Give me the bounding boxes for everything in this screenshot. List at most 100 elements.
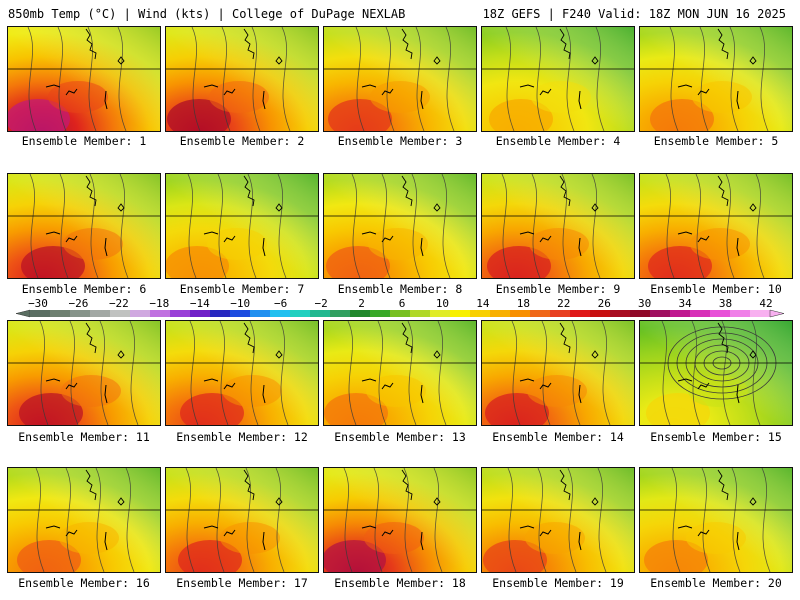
colorbar-swatch (190, 310, 211, 317)
colorbar-swatch (430, 310, 451, 317)
temperature-map (640, 321, 792, 425)
colorbar-swatch (530, 310, 551, 317)
ensemble-member-label: Ensemble Member: 8 (337, 282, 463, 296)
ensemble-member-label: Ensemble Member: 2 (179, 134, 305, 148)
colorbar-tick-label: 18 (517, 297, 530, 310)
colorbar-swatch (390, 310, 411, 317)
colorbar-swatch (730, 310, 751, 317)
ensemble-member-label: Ensemble Member: 18 (334, 576, 466, 590)
colorbar-swatch (690, 310, 711, 317)
colorbar-tick-label: −2 (314, 297, 327, 310)
temperature-map (324, 27, 476, 131)
ensemble-member-panel (323, 173, 477, 279)
ensemble-member-panel (481, 320, 635, 426)
colorbar-swatch (310, 310, 331, 317)
valid-time: 18Z GEFS | F240 Valid: 18Z MON JUN 16 20… (482, 7, 786, 21)
colorbar-tick-label: −14 (190, 297, 210, 310)
temperature-map (8, 27, 160, 131)
temperature-map (324, 468, 476, 572)
map-title: 850mb Temp (°C) | Wind (kts) | College o… (8, 7, 406, 21)
colorbar-tick-label: 34 (678, 297, 692, 310)
ensemble-member-label: Ensemble Member: 10 (650, 282, 782, 296)
temperature-map (324, 174, 476, 278)
colorbar-swatch (330, 310, 351, 317)
ensemble-member-label: Ensemble Member: 16 (18, 576, 150, 590)
temperature-map (166, 321, 318, 425)
colorbar-swatch (510, 310, 531, 317)
colorbar-swatch (30, 310, 51, 317)
ensemble-member-label: Ensemble Member: 7 (179, 282, 305, 296)
ensemble-member-label: Ensemble Member: 20 (650, 576, 782, 590)
colorbar-swatch (90, 310, 111, 317)
ensemble-member-label: Ensemble Member: 15 (650, 430, 782, 444)
colorbar-tick-label: −6 (274, 297, 287, 310)
colorbar-swatch (210, 310, 231, 317)
colorbar-swatch (490, 310, 511, 317)
temperature-map (640, 27, 792, 131)
colorbar-swatch (50, 310, 71, 317)
temperature-map (8, 174, 160, 278)
temperature-map (324, 321, 476, 425)
colorbar-swatch (570, 310, 591, 317)
ensemble-member-label: Ensemble Member: 9 (495, 282, 621, 296)
colorbar-swatch (230, 310, 251, 317)
colorbar-swatch (150, 310, 171, 317)
temperature-map (482, 27, 634, 131)
colorbar-swatch (630, 310, 651, 317)
ensemble-member-panel (639, 467, 793, 573)
ensemble-member-panel (7, 173, 161, 279)
ensemble-member-panel (165, 467, 319, 573)
colorbar-tick-label: 6 (399, 297, 406, 310)
ensemble-member-label: Ensemble Member: 6 (21, 282, 147, 296)
colorbar-tick-label: 30 (638, 297, 651, 310)
ensemble-member-panel (7, 320, 161, 426)
temperature-map (8, 321, 160, 425)
colorbar-tick-label: 26 (598, 297, 611, 310)
ensemble-member-panel (639, 173, 793, 279)
ensemble-member-panel (323, 26, 477, 132)
temperature-map (482, 321, 634, 425)
colorbar-tick-label: 38 (719, 297, 732, 310)
colorbar-swatch (290, 310, 311, 317)
temperature-map (640, 174, 792, 278)
colorbar-swatch (550, 310, 571, 317)
colorbar-tick-label: 22 (557, 297, 570, 310)
temperature-map (8, 468, 160, 572)
colorbar-swatch (410, 310, 431, 317)
colorbar-tick-label: 10 (436, 297, 449, 310)
ensemble-member-label: Ensemble Member: 17 (176, 576, 308, 590)
colorbar-swatch (470, 310, 491, 317)
ensemble-member-panel (323, 320, 477, 426)
ensemble-member-panel (165, 26, 319, 132)
colorbar-swatch (590, 310, 611, 317)
ensemble-member-panel (481, 26, 635, 132)
ensemble-member-panel (165, 320, 319, 426)
temperature-map (166, 174, 318, 278)
ensemble-member-label: Ensemble Member: 13 (334, 430, 466, 444)
colorbar-tick-label: 14 (476, 297, 490, 310)
ensemble-member-label: Ensemble Member: 5 (653, 134, 779, 148)
ensemble-member-label: Ensemble Member: 3 (337, 134, 463, 148)
temperature-map (482, 468, 634, 572)
colorbar-swatch (350, 310, 371, 317)
ensemble-member-panel (7, 26, 161, 132)
temperature-map (166, 468, 318, 572)
ensemble-member-panel (7, 467, 161, 573)
temperature-map (640, 468, 792, 572)
ensemble-member-panel (323, 467, 477, 573)
colorbar-swatch (650, 310, 671, 317)
temperature-colorbar: −30 −26 −22 −18 −14 −10 −6 −2 2 6 10 14 18 22 26 30 34 38… (15, 297, 785, 318)
colorbar-tick-label: −10 (230, 297, 250, 310)
temperature-map (166, 27, 318, 131)
ensemble-member-panel (481, 467, 635, 573)
ensemble-member-label: Ensemble Member: 11 (18, 430, 150, 444)
ensemble-member-panel (165, 173, 319, 279)
colorbar-tick-label: 2 (358, 297, 365, 310)
colorbar-swatch (670, 310, 691, 317)
colorbar-swatch (130, 310, 151, 317)
colorbar-swatch (170, 310, 191, 317)
colorbar-swatch (70, 310, 91, 317)
colorbar-swatch (270, 310, 291, 317)
colorbar-swatch (610, 310, 631, 317)
colorbar-swatch (450, 310, 471, 317)
